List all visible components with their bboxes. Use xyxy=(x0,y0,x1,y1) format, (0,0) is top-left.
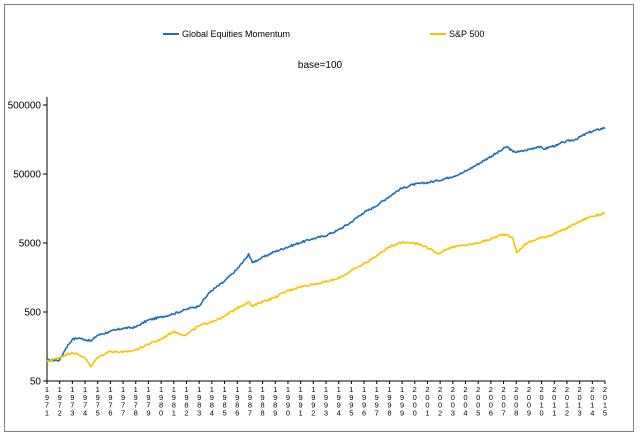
legend-label-global-equities-momentum: Global Equities Momentum xyxy=(182,29,290,39)
chart-subtitle: base=100 xyxy=(298,60,343,71)
legend-label-sp500: S&P 500 xyxy=(449,29,484,39)
y-tick-label-50000: 50000 xyxy=(13,170,41,181)
y-tick-label-500: 500 xyxy=(24,308,41,319)
chart-svg: Global Equities Momentum S&P 500 base=10… xyxy=(8,29,607,417)
y-tick-label-5000: 5000 xyxy=(19,239,42,250)
y-tick-label-50: 50 xyxy=(30,377,42,388)
x-axis-ticks: 1 9 7 1 1 9 7 2 1 9 7 3 1 9 7 4 1 9 7 5 1 9 7 6 1 9 7 7 1 9 7 8 1 9 7 9 1 9 8 0… xyxy=(45,381,607,417)
series-line-s-p-500 xyxy=(46,211,606,368)
legend: Global Equities Momentum S&P 500 xyxy=(163,29,484,39)
y-axis-ticks: 50 500 5000 50000 500000 xyxy=(8,101,47,388)
series-line-global-equities-momentum xyxy=(46,126,606,362)
chart-frame: Global Equities Momentum S&P 500 base=10… xyxy=(4,4,634,432)
series-layer xyxy=(46,126,606,368)
y-tick-label-500000: 500000 xyxy=(8,101,42,112)
